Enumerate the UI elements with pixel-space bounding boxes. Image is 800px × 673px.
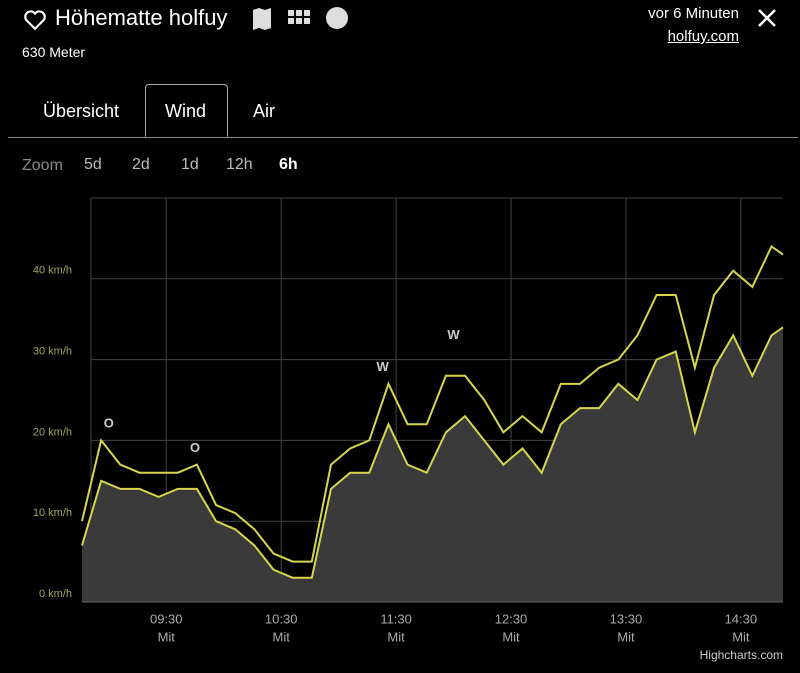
tab-active[interactable]: Wind: [165, 101, 207, 121]
globe-icon[interactable]: [326, 7, 348, 29]
direction-label: W: [447, 327, 460, 342]
y-tick-label: 30 km/h: [33, 346, 72, 358]
zoom-label: Zoom: [22, 157, 63, 174]
active-tab-frame: [145, 84, 228, 137]
x-tick-day: Mit: [273, 629, 291, 644]
y-tick-label: 40 km/h: [33, 265, 72, 277]
favorite-icon[interactable]: [22, 6, 48, 32]
map-icon[interactable]: [253, 8, 271, 30]
x-tick-label: 11:30: [380, 611, 412, 626]
link[interactable]: holfuy.com: [667, 28, 739, 45]
direction-label: O: [190, 440, 200, 455]
station-title: Höhematte holfuy: [55, 5, 228, 30]
x-tick-day: Mit: [617, 629, 635, 644]
tab-line: [8, 137, 798, 138]
x-tick-label: 14:30: [725, 611, 758, 626]
x-tick-day: Mit: [158, 629, 176, 644]
x-tick-day: Mit: [502, 629, 520, 644]
wind-line: [81, 326, 784, 579]
zoom-option-active[interactable]: 6h: [279, 156, 298, 173]
header-icons: [253, 7, 348, 30]
zoom-option[interactable]: 2d: [132, 156, 150, 173]
x-tick-day: Mit: [732, 629, 750, 644]
direction-label: O: [104, 416, 114, 431]
wind-line: [81, 244, 784, 563]
zoom-option[interactable]: 12h: [226, 156, 253, 173]
close-button[interactable]: [757, 8, 777, 28]
tab[interactable]: Air: [253, 101, 275, 121]
y-tick-label: 20 km/h: [33, 426, 72, 438]
x-tick-day: Mit: [387, 629, 405, 644]
y-tick-label: 0 km/h: [39, 588, 72, 600]
wind-area: [82, 327, 783, 602]
y-tick-label: 10 km/h: [33, 507, 72, 519]
chart: 0 km/h 10 km/h 20 km/h 30 km/h 40 km/h 09:30 M…: [33, 197, 784, 662]
tab[interactable]: Übersicht: [43, 101, 120, 121]
grid-icon[interactable]: [288, 10, 310, 24]
x-tick-label: 09:30: [150, 611, 183, 626]
zoom-option[interactable]: 1d: [181, 156, 199, 173]
x-tick-label: 13:30: [610, 611, 643, 626]
x-tick-label: 12:30: [495, 611, 528, 626]
zoom-option[interactable]: 5d: [84, 156, 102, 173]
updated: vor 6 Minuten: [648, 5, 739, 22]
altitude: 630 Meter: [22, 44, 86, 60]
direction-label: W: [377, 359, 390, 374]
credits: Highcharts.com: [700, 648, 783, 662]
x-tick-label: 10:30: [265, 611, 298, 626]
